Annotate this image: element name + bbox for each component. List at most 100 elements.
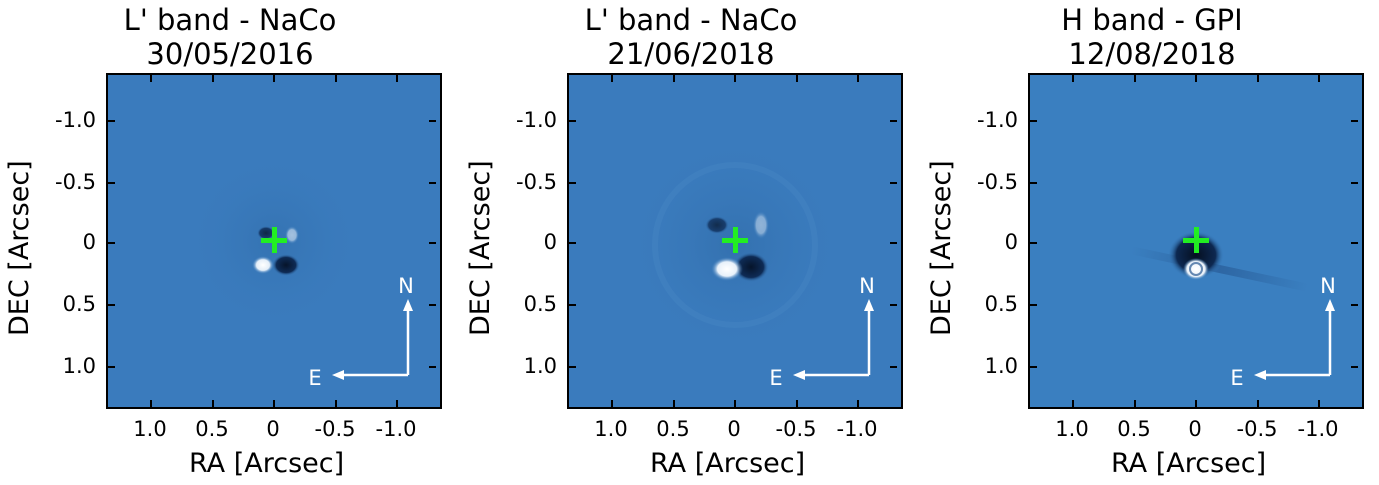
tick-mark [1134, 75, 1136, 82]
y-tick-label: 0 [82, 230, 96, 254]
image-canvas [569, 75, 901, 407]
star-marker-vertical [733, 227, 738, 253]
x-axis-label: RA [Arcsec] [1111, 448, 1267, 479]
dark-residual [257, 226, 275, 240]
x-tick-label: 1.0 [1055, 417, 1089, 441]
panel-title-instrument: L' band - NaCo [123, 3, 337, 37]
x-tick-label: 0 [727, 417, 741, 441]
tick-mark [1351, 304, 1358, 306]
y-tick-label: -1.0 [516, 108, 557, 132]
north-arrowhead [864, 299, 874, 311]
panel-1: L' band - NaCo 30/05/2016 [0, 0, 460, 485]
companion-source [252, 256, 274, 274]
tick-mark [108, 120, 115, 122]
tick-mark [108, 304, 115, 306]
x-tick-label: 0 [1188, 417, 1202, 441]
east-arrowhead [1254, 370, 1266, 380]
tick-mark [150, 75, 152, 82]
image-frame [567, 73, 903, 409]
tick-mark [396, 75, 398, 82]
star-marker [261, 227, 287, 253]
image-canvas [1030, 75, 1362, 407]
east-label: E [308, 366, 322, 390]
x-tick-label: -1.0 [1297, 417, 1339, 441]
tick-mark [1030, 242, 1037, 244]
tick-mark [890, 366, 897, 368]
north-arrowhead [403, 299, 413, 311]
y-tick-label: -0.5 [516, 170, 557, 194]
x-axis-label: RA [Arcsec] [650, 448, 806, 479]
psf-ring [652, 162, 818, 328]
tick-mark [1030, 304, 1037, 306]
tick-mark [890, 304, 897, 306]
companion-source [711, 257, 743, 281]
north-label: N [859, 274, 875, 298]
panel-title-instrument: L' band - NaCo [584, 3, 798, 37]
y-tick-label: -0.5 [55, 170, 96, 194]
east-arrowhead [793, 370, 805, 380]
y-axis-label: DEC [Arcsec] [465, 160, 496, 336]
panel-title-instrument: H band - GPI [1061, 3, 1243, 37]
image-frame [106, 73, 442, 409]
tick-mark [890, 242, 897, 244]
dark-residual [705, 216, 729, 234]
y-tick-label: 1.0 [523, 354, 557, 378]
star-marker [1183, 227, 1209, 253]
x-tick-label: 0.5 [656, 417, 690, 441]
tick-mark [569, 120, 576, 122]
tick-mark [857, 400, 859, 407]
tick-mark [1318, 75, 1320, 82]
panel-2: L' band - NaCo 21/06/2018 [461, 0, 921, 485]
tick-mark [1030, 182, 1037, 184]
tick-mark [335, 400, 337, 407]
east-arrowhead [332, 370, 344, 380]
dark-residual [272, 254, 300, 276]
y-tick-label: -1.0 [977, 108, 1018, 132]
north-label: N [1320, 274, 1336, 298]
y-tick-label: 1.0 [62, 354, 96, 378]
star-marker-vertical [1194, 227, 1199, 253]
x-tick-label: 1.0 [133, 417, 167, 441]
tick-mark [212, 75, 214, 82]
compass [793, 299, 874, 380]
tick-mark [429, 182, 436, 184]
tick-mark [1351, 366, 1358, 368]
star-marker [722, 227, 748, 253]
tick-mark [108, 182, 115, 184]
tick-mark [108, 366, 115, 368]
compass [1254, 299, 1335, 380]
x-tick-label: 1.0 [594, 417, 628, 441]
x-tick-label: -0.5 [775, 417, 817, 441]
panel-title-date: 21/06/2018 [607, 37, 775, 71]
y-tick-label: 0 [543, 230, 557, 254]
y-tick-label: 0 [1004, 230, 1018, 254]
tick-mark [396, 400, 398, 407]
tick-mark [857, 75, 859, 82]
tick-mark [429, 242, 436, 244]
tick-mark [1351, 182, 1358, 184]
y-axis-label: DEC [Arcsec] [4, 160, 35, 336]
y-tick-label: 0.5 [984, 292, 1018, 316]
x-tick-label: -0.5 [1236, 417, 1278, 441]
tick-mark [1257, 75, 1259, 82]
tick-mark [1257, 400, 1259, 407]
tick-mark [273, 75, 275, 82]
tick-mark [569, 366, 576, 368]
tick-mark [569, 242, 576, 244]
x-axis-label: RA [Arcsec] [189, 448, 345, 479]
panel-title-date: 12/08/2018 [1068, 37, 1236, 71]
companion-source [1183, 258, 1209, 280]
tick-mark [734, 75, 736, 82]
tick-mark [335, 75, 337, 82]
tick-mark [429, 120, 436, 122]
tick-mark [1195, 400, 1197, 407]
tick-mark [1030, 120, 1037, 122]
tick-mark [673, 75, 675, 82]
tick-mark [1351, 120, 1358, 122]
tick-mark [1195, 75, 1197, 82]
tick-mark [212, 400, 214, 407]
tick-mark [569, 182, 576, 184]
dark-residual [733, 252, 769, 282]
tick-mark [1351, 242, 1358, 244]
bright-residual [285, 226, 299, 244]
